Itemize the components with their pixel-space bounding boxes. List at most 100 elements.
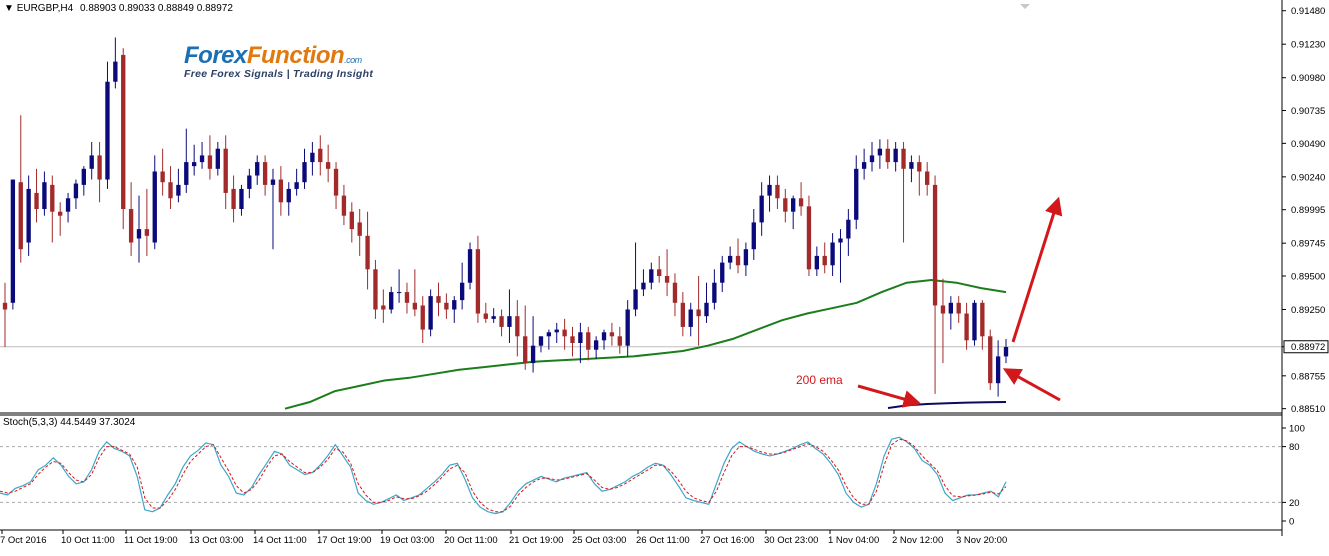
y-tick-label: 0.89745 (1291, 239, 1325, 250)
candle-body (357, 222, 362, 236)
candle-body (10, 179, 16, 303)
y-tick-label: 0.88755 (1291, 371, 1325, 382)
candle-body (483, 313, 488, 319)
candle-body (105, 81, 110, 180)
candle-body (286, 188, 291, 203)
candle-body (278, 179, 284, 203)
candle-body (696, 309, 701, 317)
candle-body (964, 313, 969, 341)
candle-body (318, 148, 323, 163)
candle-body (972, 302, 977, 341)
candle-body (444, 302, 449, 310)
candle-body (136, 229, 142, 239)
y-tick-label: 0.89995 (1291, 205, 1325, 216)
x-tick-label: 27 Oct 16:00 (700, 535, 754, 546)
x-tick-label: 1 Nov 04:00 (828, 535, 879, 546)
candle-body (625, 309, 630, 346)
candle-body (160, 171, 165, 183)
candle-body (152, 171, 157, 243)
candle-body (554, 329, 559, 333)
candle-body (633, 289, 638, 310)
candle-body (822, 255, 827, 266)
candle-body (412, 302, 418, 310)
candle-body (81, 168, 86, 185)
candle-body (869, 155, 875, 163)
candle-body (861, 162, 867, 169)
candle-body (262, 162, 268, 185)
candle-body (925, 171, 930, 185)
candle-body (814, 255, 820, 270)
candle-body (948, 302, 953, 314)
candle-body (168, 182, 173, 199)
candle-body (917, 162, 922, 172)
chart-shift-marker (1020, 4, 1030, 9)
candle-body (428, 296, 433, 330)
candle-body (530, 345, 536, 364)
candle-body (783, 198, 788, 212)
candle-body (475, 249, 481, 314)
candle-body (720, 262, 725, 283)
candle-body (420, 305, 425, 330)
ema-annotation-label: 200 ema (796, 373, 843, 387)
x-tick-label: 13 Oct 03:00 (189, 535, 243, 546)
stoch-y-tick-label: 20 (1289, 498, 1300, 509)
candle-body (396, 292, 402, 294)
candle-body (593, 340, 599, 350)
logo-forex: Forex (184, 42, 247, 69)
ema-pointer-arrow (857, 384, 922, 408)
candle-body (499, 316, 504, 327)
candle-body (223, 148, 228, 193)
candle-body (546, 332, 552, 337)
triangle-down-icon[interactable]: ▼ (4, 3, 14, 14)
candle-body (649, 269, 654, 283)
candle-body (854, 168, 859, 220)
candle-body (207, 155, 213, 169)
x-tick-label: 21 Oct 19:00 (509, 535, 563, 546)
candle-body (538, 336, 544, 346)
candle-body (995, 356, 1001, 384)
candle-body (65, 198, 71, 212)
candle-body (672, 282, 678, 303)
candle-body (830, 242, 835, 266)
x-tick-label: 10 Oct 11:00 (61, 535, 115, 546)
stoch-y-tick-label: 100 (1289, 424, 1305, 435)
candle-body (239, 188, 244, 210)
candle-body (89, 155, 94, 169)
candle-body (601, 332, 607, 341)
candle-body (176, 184, 181, 196)
candle-body (562, 329, 567, 337)
candle-body (901, 148, 906, 169)
logo-tagline: Free Forex Signals | Trading Insight (184, 68, 374, 80)
x-tick-label: 26 Oct 11:00 (636, 535, 690, 546)
candle-body (459, 282, 465, 301)
candle-body (712, 282, 717, 303)
candle-body (491, 316, 496, 319)
y-tick-label: 0.91230 (1291, 40, 1325, 51)
candle-body (735, 255, 741, 266)
candle-body (940, 305, 946, 314)
current-price-box (1283, 340, 1329, 354)
candle-body (523, 336, 528, 364)
up-arrow (1011, 196, 1063, 343)
candle-body (759, 195, 764, 223)
candle-body (18, 182, 23, 250)
candle-body (325, 162, 331, 169)
candle-body (909, 162, 914, 169)
candle-body (436, 296, 441, 303)
symbol-label: EURGBP,H4 (16, 3, 74, 14)
candle-body (932, 184, 938, 306)
y-tick-label: 0.88972 (1291, 342, 1325, 353)
candle-body (798, 198, 804, 207)
chart-header: ▼ EURGBP,H4 0.88903 0.89033 0.88849 0.88… (4, 3, 233, 14)
y-tick-label: 0.89250 (1291, 305, 1325, 316)
candle-body (34, 192, 39, 210)
candle-body (507, 316, 512, 327)
candle-body (144, 229, 150, 236)
candle-body (838, 238, 843, 243)
candle-body (365, 235, 370, 270)
stoch-header: Stoch(5,3,3) 44.5449 37.3024 (3, 417, 136, 428)
candle-body (26, 188, 31, 243)
stoch-signal-line (0, 438, 1007, 513)
candle-body (704, 302, 709, 317)
